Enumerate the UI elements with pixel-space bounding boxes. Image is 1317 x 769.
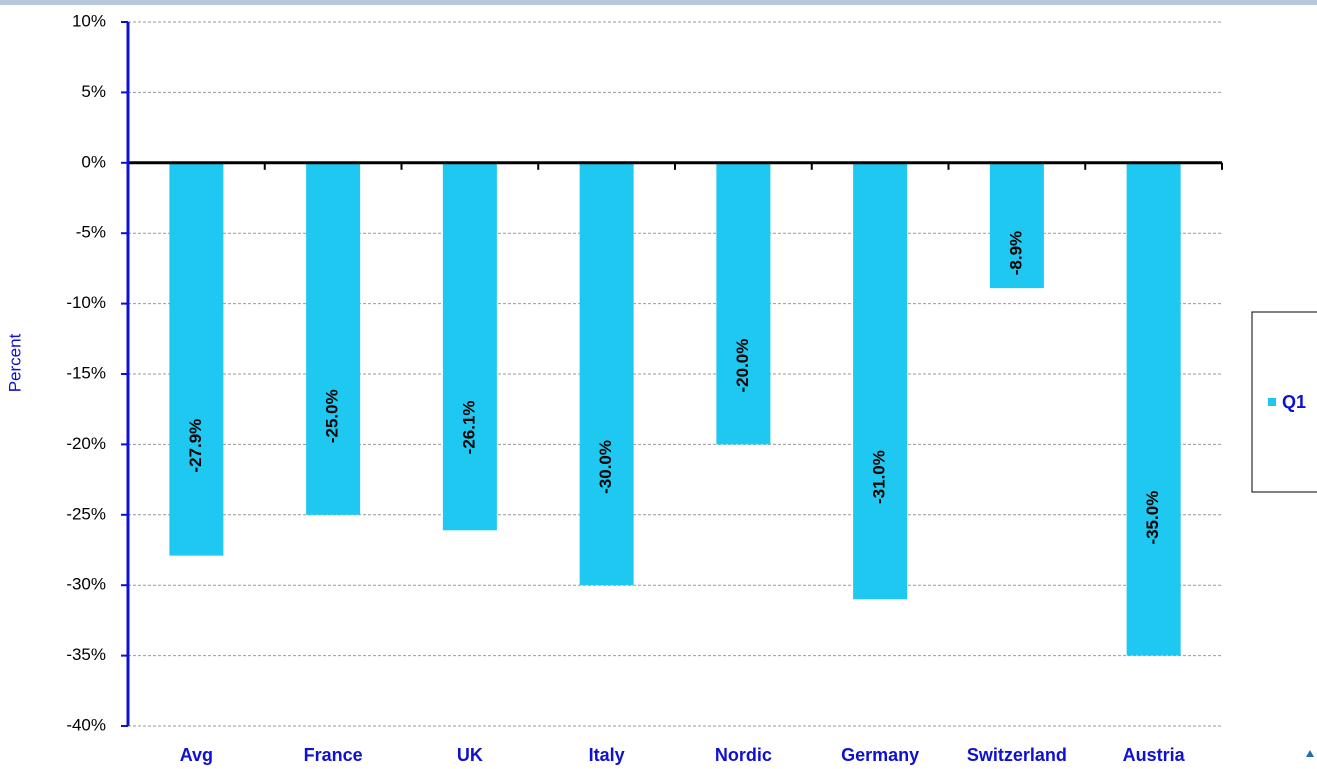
x-tick-label: Italy	[589, 745, 625, 765]
bar	[1126, 162, 1181, 656]
x-tick-label: Austria	[1123, 745, 1186, 765]
y-tick-label: -5%	[76, 223, 106, 242]
x-tick-label: Switzerland	[967, 745, 1067, 765]
bar	[442, 162, 497, 531]
value-label: -8.9%	[1006, 231, 1025, 275]
top-band	[0, 0, 1317, 5]
y-axis-label: Percent	[5, 333, 24, 392]
x-tick-label: France	[304, 745, 363, 765]
value-label: -30.0%	[596, 440, 615, 494]
legend-label: Q1	[1282, 392, 1306, 412]
y-tick-label: 5%	[81, 82, 106, 101]
bar	[306, 162, 361, 515]
y-tick-label: -10%	[66, 293, 106, 312]
value-label: -25.0%	[323, 389, 342, 443]
value-label: -31.0%	[870, 450, 889, 504]
x-tick-label: Germany	[841, 745, 919, 765]
y-tick-label: -35%	[66, 645, 106, 664]
bar	[716, 162, 771, 445]
y-tick-label: -25%	[66, 504, 106, 523]
y-tick-label: -15%	[66, 363, 106, 382]
bar	[853, 162, 908, 600]
bar	[169, 162, 224, 556]
x-tick-label: Nordic	[715, 745, 772, 765]
bar	[579, 162, 634, 586]
y-tick-label: 0%	[81, 152, 106, 171]
y-tick-label: -30%	[66, 575, 106, 594]
corner-icon	[1306, 750, 1314, 757]
value-label: -20.0%	[733, 339, 752, 393]
legend-box	[1251, 311, 1317, 493]
value-label: -26.1%	[459, 400, 478, 454]
value-label: -35.0%	[1143, 491, 1162, 545]
legend-swatch	[1268, 398, 1276, 406]
y-tick-label: 10%	[72, 11, 106, 30]
x-tick-label: Avg	[180, 745, 213, 765]
y-tick-label: -40%	[66, 715, 106, 734]
x-tick-label: UK	[457, 745, 483, 765]
value-label: -27.9%	[186, 419, 205, 473]
bar	[989, 162, 1044, 289]
y-tick-label: -20%	[66, 434, 106, 453]
